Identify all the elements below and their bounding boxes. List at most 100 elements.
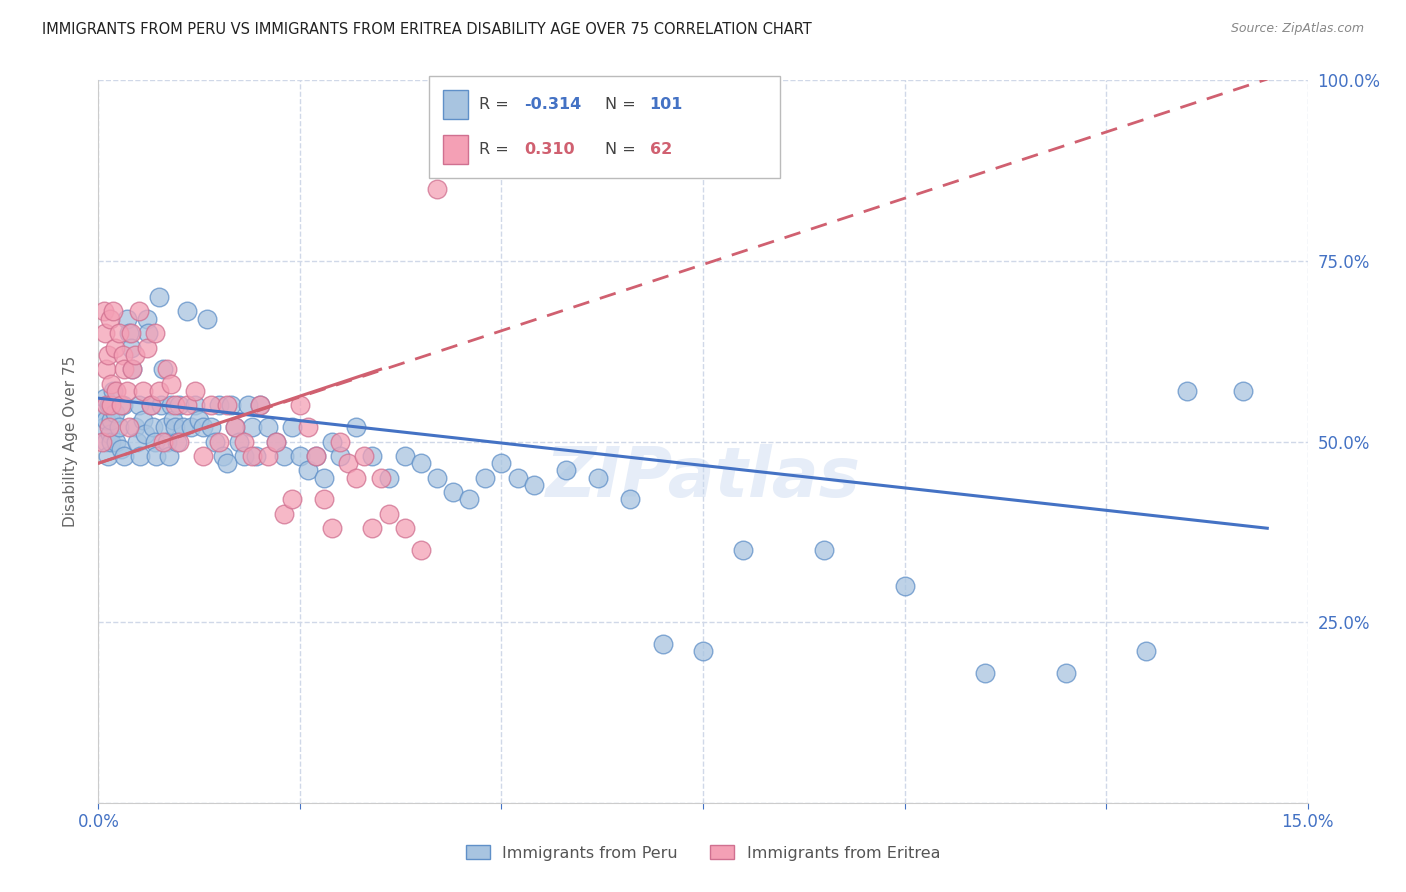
Point xyxy=(128,304,150,318)
Point xyxy=(103,406,125,420)
Point xyxy=(523,478,546,492)
Point xyxy=(1175,384,1198,398)
Point xyxy=(314,471,336,485)
Point xyxy=(208,398,231,412)
Point xyxy=(100,376,122,391)
Point xyxy=(96,362,118,376)
Point xyxy=(143,326,166,341)
Point xyxy=(245,449,267,463)
Point xyxy=(353,449,375,463)
Point xyxy=(91,406,114,420)
Point xyxy=(692,644,714,658)
Text: R =: R = xyxy=(479,142,515,157)
Point xyxy=(1054,665,1077,680)
Point xyxy=(105,434,128,449)
Text: IMMIGRANTS FROM PERU VS IMMIGRANTS FROM ERITREA DISABILITY AGE OVER 75 CORRELATI: IMMIGRANTS FROM PERU VS IMMIGRANTS FROM … xyxy=(42,22,811,37)
Point xyxy=(441,485,464,500)
Point xyxy=(162,413,184,427)
Point xyxy=(426,471,449,485)
Point xyxy=(281,420,304,434)
Point xyxy=(100,413,122,427)
Point xyxy=(288,449,311,463)
Point xyxy=(651,637,673,651)
Point xyxy=(394,521,416,535)
Point xyxy=(97,398,120,412)
Point xyxy=(893,579,915,593)
Point xyxy=(100,434,122,449)
Point xyxy=(426,182,449,196)
Point xyxy=(94,398,117,412)
Point xyxy=(200,420,222,434)
Point xyxy=(139,398,162,412)
Point xyxy=(101,304,124,318)
Point xyxy=(120,341,142,355)
Point xyxy=(337,456,360,470)
Point xyxy=(321,434,343,449)
Point xyxy=(184,384,207,398)
Point xyxy=(156,362,179,376)
Point xyxy=(249,398,271,412)
Point xyxy=(228,434,250,449)
Point xyxy=(1232,384,1254,398)
Point xyxy=(127,434,149,449)
Point xyxy=(157,449,180,463)
Point xyxy=(96,413,118,427)
Point xyxy=(297,420,319,434)
Point xyxy=(224,420,246,434)
Point xyxy=(103,341,125,355)
Point xyxy=(329,434,352,449)
Point xyxy=(314,492,336,507)
Point xyxy=(145,449,167,463)
Point xyxy=(97,348,120,362)
Point xyxy=(135,311,157,326)
Point xyxy=(124,348,146,362)
Point xyxy=(273,449,295,463)
Point xyxy=(120,326,142,341)
Point xyxy=(112,449,135,463)
Text: 62: 62 xyxy=(650,142,672,157)
Point xyxy=(555,463,578,477)
Point xyxy=(139,398,162,412)
Point xyxy=(97,449,120,463)
Point xyxy=(132,413,155,427)
Point xyxy=(224,420,246,434)
Point xyxy=(107,420,129,434)
Point xyxy=(129,449,152,463)
Point xyxy=(121,362,143,376)
Point xyxy=(188,413,211,427)
Point xyxy=(167,434,190,449)
Point xyxy=(143,434,166,449)
Point xyxy=(176,304,198,318)
Point xyxy=(110,442,132,456)
Text: R =: R = xyxy=(479,97,515,112)
Point xyxy=(474,471,496,485)
Point xyxy=(264,434,287,449)
Point xyxy=(107,326,129,341)
Point xyxy=(204,434,226,449)
Text: 101: 101 xyxy=(650,97,683,112)
Point xyxy=(111,348,134,362)
Point xyxy=(619,492,641,507)
Point xyxy=(491,456,513,470)
Point xyxy=(305,449,328,463)
Point xyxy=(160,376,183,391)
Point xyxy=(156,434,179,449)
Point xyxy=(236,398,259,412)
Point xyxy=(458,492,481,507)
Point xyxy=(264,434,287,449)
Point xyxy=(733,542,755,557)
Text: -0.314: -0.314 xyxy=(524,97,582,112)
Point xyxy=(240,420,263,434)
Text: Source: ZipAtlas.com: Source: ZipAtlas.com xyxy=(1230,22,1364,36)
Point xyxy=(118,326,141,341)
Point xyxy=(281,492,304,507)
Point xyxy=(134,427,156,442)
Text: 0.310: 0.310 xyxy=(524,142,575,157)
Point xyxy=(256,420,278,434)
Point xyxy=(217,456,239,470)
Point xyxy=(208,434,231,449)
Point xyxy=(93,304,115,318)
Point xyxy=(111,398,134,412)
Text: N =: N = xyxy=(605,142,641,157)
Point xyxy=(98,427,121,442)
